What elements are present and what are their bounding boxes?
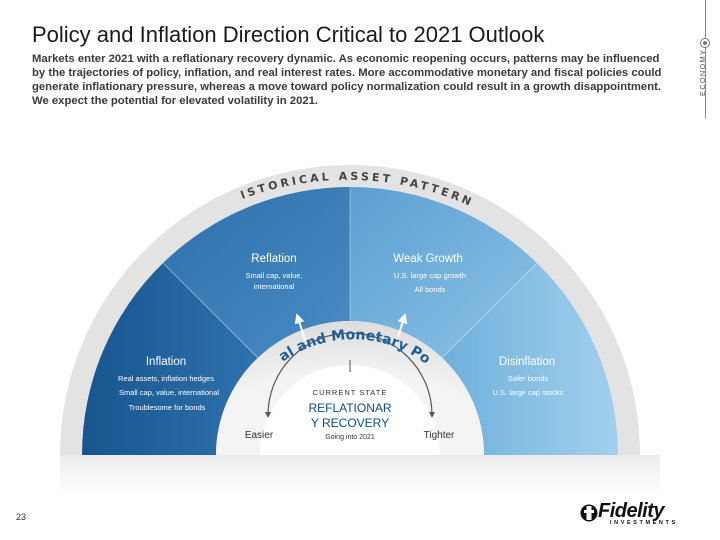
policy-scale-arc — [265, 332, 435, 418]
disinflation-title: Disinflation — [499, 356, 555, 368]
arrow-up-right-icon — [396, 313, 408, 341]
segment-inflation — [82, 263, 258, 455]
page-number: 23 — [16, 512, 27, 522]
weak-growth-line-2: All bonds — [415, 285, 446, 294]
scale-left-label: Easier — [245, 430, 274, 441]
fidelity-mark-icon — [580, 504, 598, 522]
inflation-line-1: Real assets, inflation hedges — [118, 374, 214, 383]
center-disc — [260, 365, 440, 455]
weak-growth-line-1: U.S. large cap growth — [394, 271, 466, 280]
segment-disinflation — [442, 263, 618, 455]
side-marker-icon — [700, 38, 710, 48]
segment-divider — [441, 262, 538, 359]
arrow-up-left-icon — [294, 313, 306, 341]
scale-right-label: Tighter — [424, 430, 455, 441]
inner-policy-ring — [216, 321, 484, 455]
reflation-title: Reflation — [251, 253, 296, 265]
current-state-sub: Going into 2021 — [325, 434, 375, 441]
disinflation-line-2: U.S. large cap stocks — [493, 388, 564, 397]
inflation-title: Inflation — [146, 356, 186, 368]
logo-subtitle: INVESTMENTS — [610, 520, 678, 526]
side-divider — [705, 0, 706, 118]
weak-growth-title: Weak Growth — [393, 253, 462, 265]
intro-paragraph: Markets enter 2021 with a reflationary r… — [32, 53, 662, 107]
reflation-line-2: international — [254, 282, 295, 291]
fidelity-logo: Fidelity INVESTMENTS — [580, 500, 690, 528]
page-title: Policy and Inflation Direction Critical … — [32, 22, 545, 47]
segment-divider — [162, 262, 259, 359]
inflation-line-2: Small cap, value, international — [119, 388, 219, 397]
current-state-line-1: REFLATIONAR — [308, 401, 391, 415]
current-state-eyebrow: CURRENT STATE — [313, 388, 388, 397]
outer-arc-label: HISTORICAL ASSET PATTERNS — [0, 0, 476, 209]
disinflation-line-1: Safer bonds — [508, 374, 549, 383]
reflation-line-1: Small cap, value, — [245, 271, 302, 280]
segment-weak-growth — [350, 187, 537, 358]
logo-wordmark: Fidelity — [598, 500, 665, 522]
inflation-line-3: Troublesome for bonds — [129, 403, 206, 412]
current-state-line-2: Y RECOVERY — [311, 416, 389, 430]
diagram-floor — [60, 455, 660, 495]
